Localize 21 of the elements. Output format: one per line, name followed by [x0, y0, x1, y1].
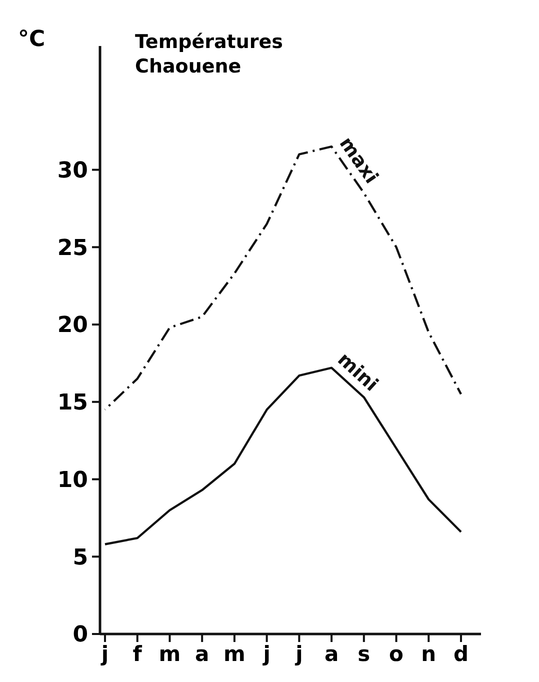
- x-tick-label: n: [421, 642, 436, 666]
- x-tick-label: j: [294, 642, 303, 666]
- x-tick-label: f: [132, 642, 143, 666]
- chart-title: Températures Chaouene: [135, 31, 283, 78]
- y-tick-label: 5: [72, 545, 88, 570]
- y-tick-label: 20: [57, 313, 88, 338]
- y-tick-label: 25: [57, 236, 88, 261]
- x-tick-label: d: [453, 642, 469, 666]
- x-tick-label: o: [389, 642, 404, 666]
- x-tick-label: a: [195, 642, 210, 666]
- x-tick-label: a: [324, 642, 339, 666]
- y-tick-label: 10: [57, 468, 88, 493]
- x-tick-label: j: [262, 642, 270, 666]
- y-tick-label: 15: [57, 390, 88, 416]
- x-tick-label: m: [158, 642, 181, 666]
- y-tick-label: 30: [57, 158, 88, 184]
- y-axis-title: °C: [18, 27, 46, 52]
- x-tick-label: m: [224, 642, 246, 666]
- x-tick-label: s: [358, 642, 370, 666]
- y-tick-label: 0: [72, 622, 88, 648]
- x-tick-label: j: [100, 642, 109, 666]
